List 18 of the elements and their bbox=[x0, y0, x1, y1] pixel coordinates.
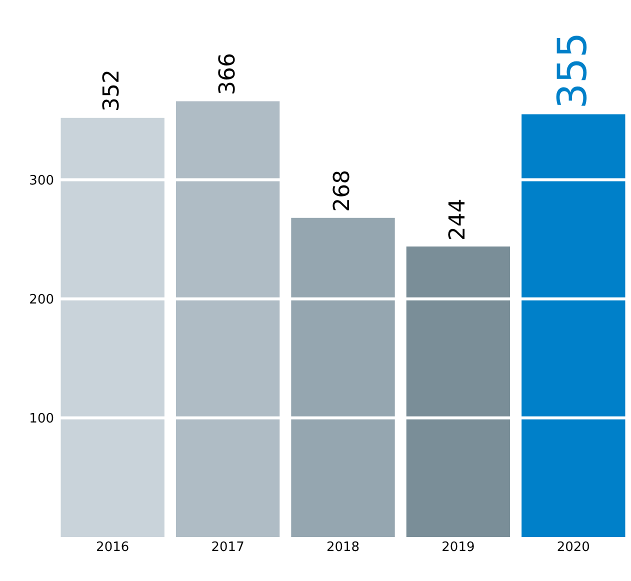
bar bbox=[406, 246, 510, 537]
x-tick-label: 2020 bbox=[556, 540, 590, 555]
bar bbox=[60, 118, 164, 537]
x-tick-label: 2018 bbox=[326, 540, 360, 555]
data-label: 352 bbox=[100, 69, 125, 112]
y-tick-label: 200 bbox=[29, 292, 54, 308]
data-label: 244 bbox=[446, 198, 471, 241]
data-label: 268 bbox=[330, 170, 356, 212]
data-label: 355 bbox=[550, 32, 596, 109]
bar bbox=[522, 114, 626, 537]
y-tick-label: 100 bbox=[29, 411, 54, 426]
bar bbox=[176, 101, 280, 537]
y-tick-label: 300 bbox=[29, 173, 54, 188]
data-label: 366 bbox=[216, 53, 241, 96]
x-tick-label: 2019 bbox=[442, 540, 475, 555]
x-tick-label: 2016 bbox=[96, 540, 130, 555]
x-tick-label: 2017 bbox=[211, 540, 244, 555]
bar bbox=[291, 218, 395, 537]
